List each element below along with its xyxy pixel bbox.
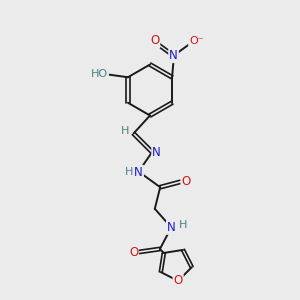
Text: H: H [125, 167, 133, 177]
Text: O: O [182, 175, 190, 188]
Text: O: O [173, 274, 183, 287]
Text: O⁻: O⁻ [189, 36, 204, 46]
Text: N: N [152, 146, 161, 159]
Text: N: N [169, 49, 178, 62]
Text: N: N [134, 166, 143, 179]
Text: H: H [178, 220, 187, 230]
Text: N: N [167, 221, 176, 234]
Text: O: O [150, 34, 159, 47]
Text: O: O [129, 245, 138, 259]
Text: HO: HO [91, 69, 108, 79]
Text: H: H [121, 126, 129, 136]
